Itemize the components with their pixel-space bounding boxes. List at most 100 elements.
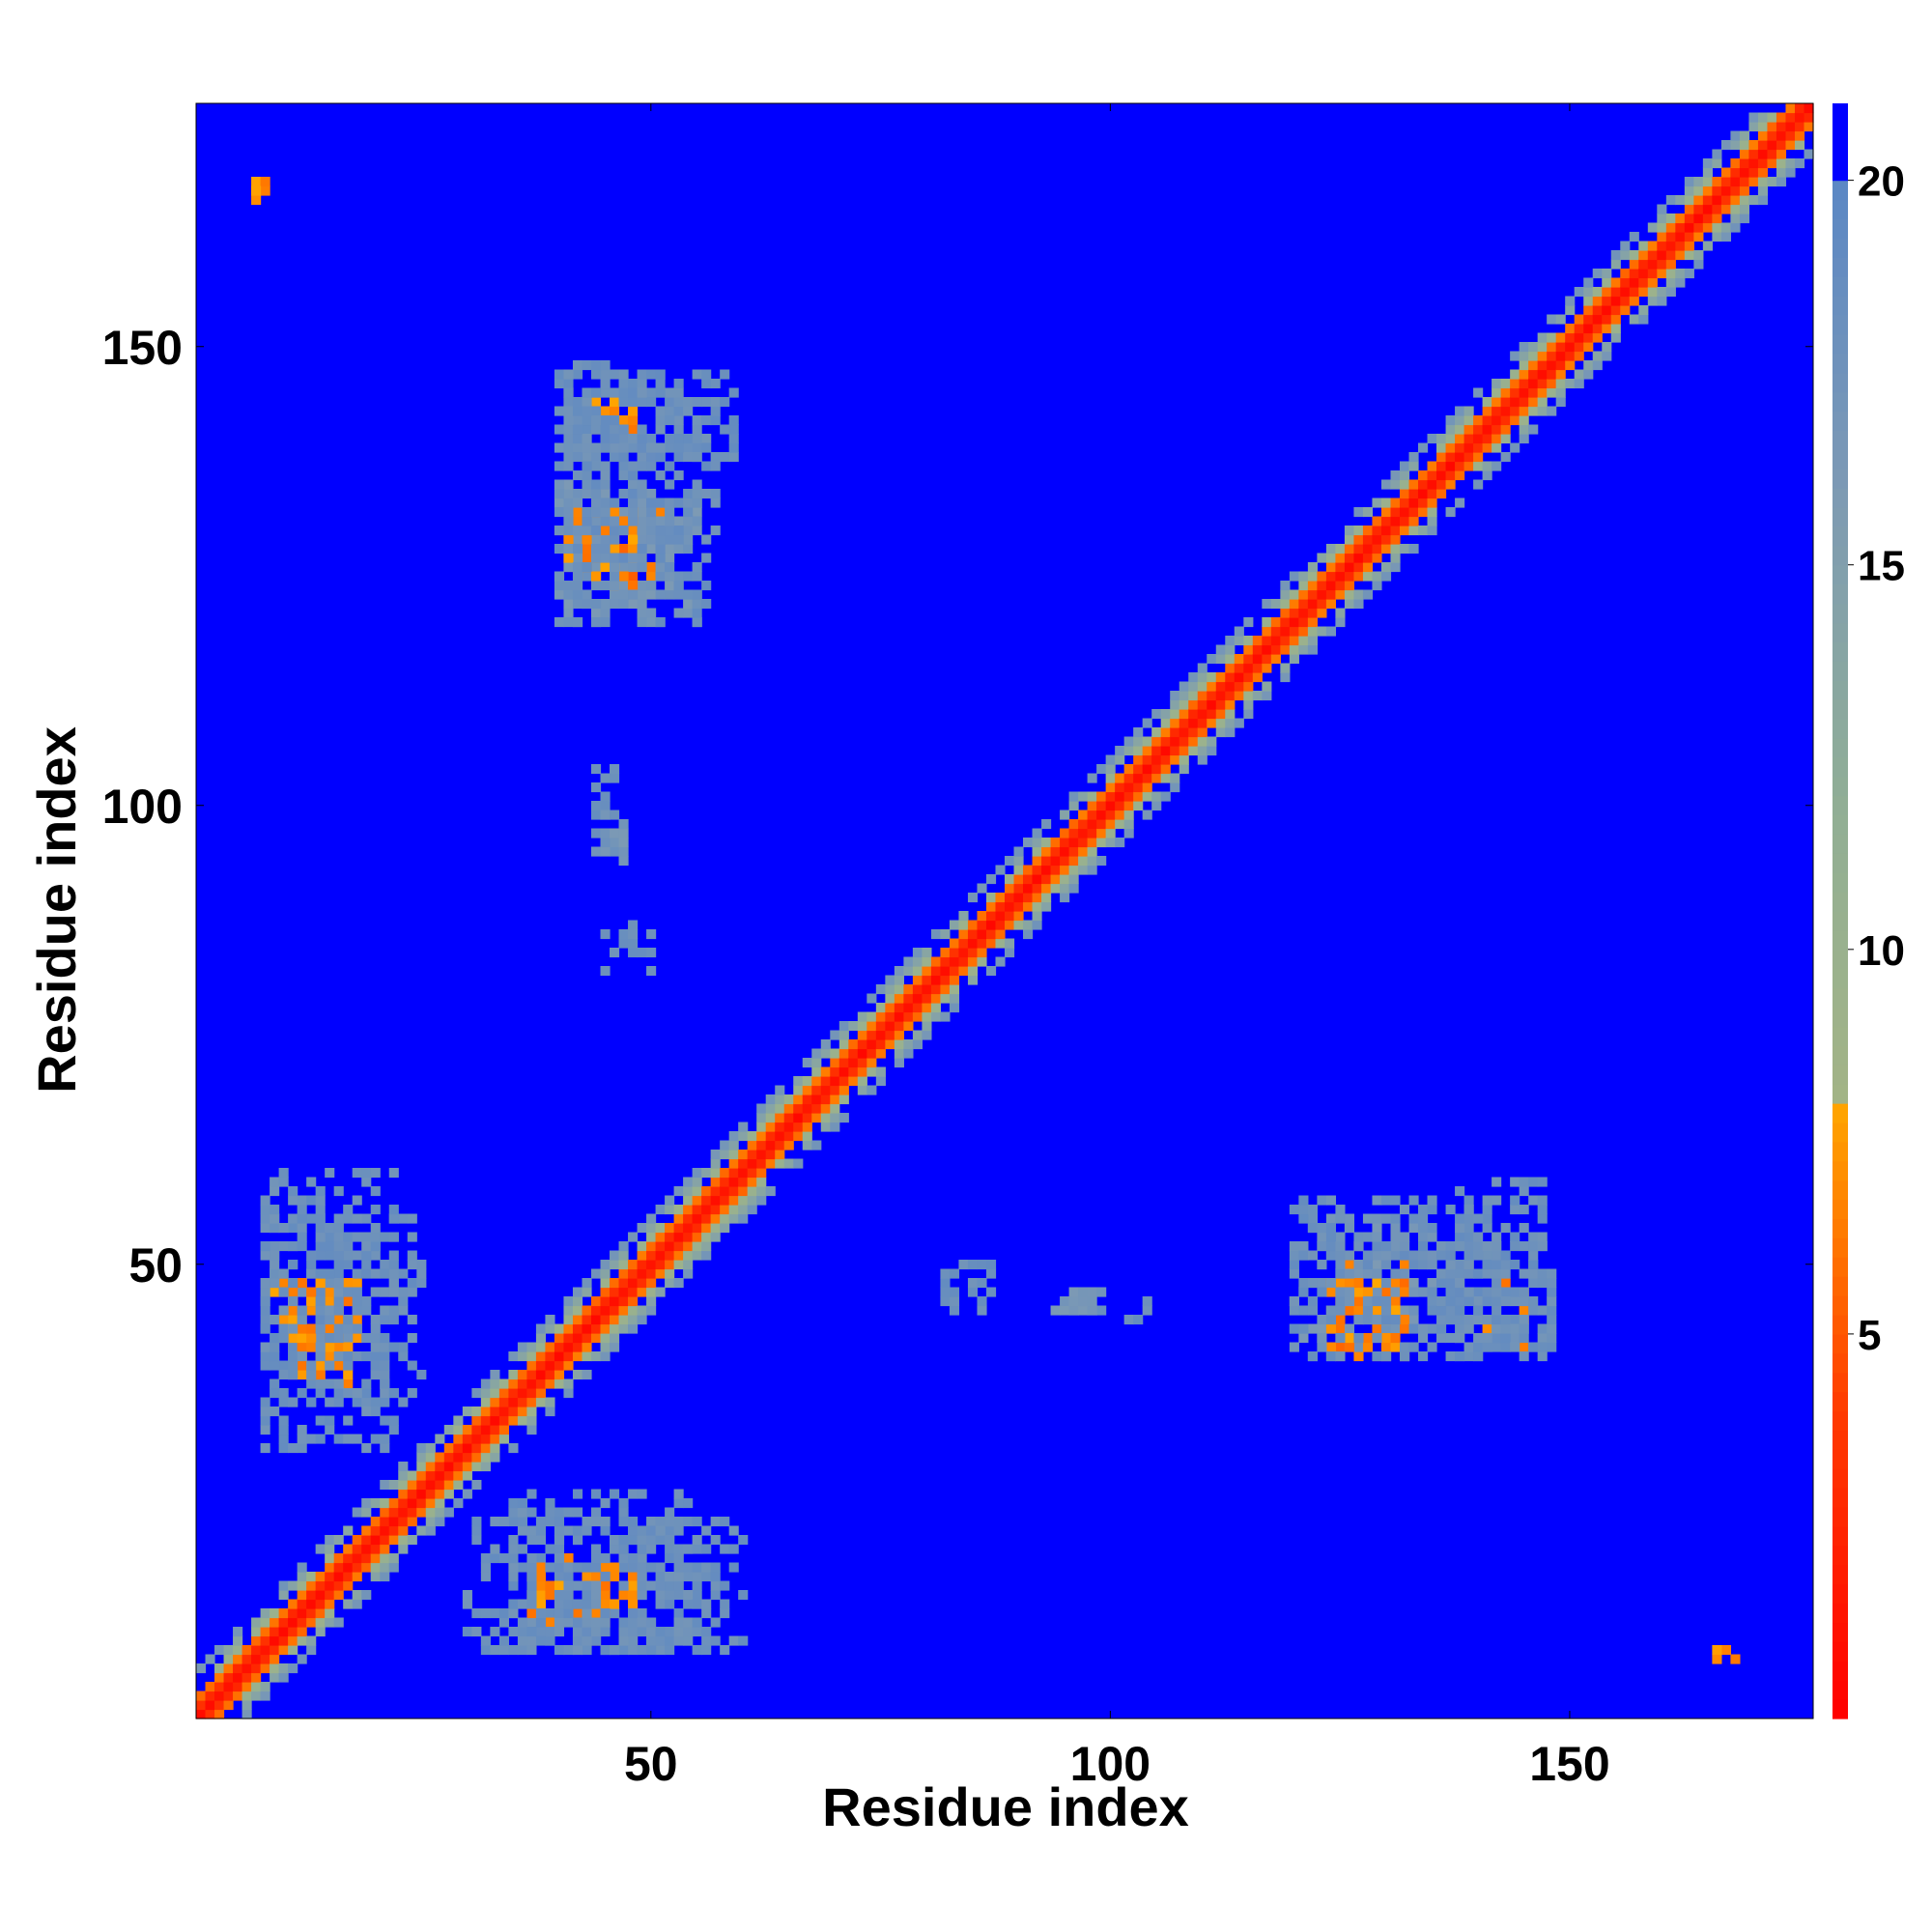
heatmap-cell: [1317, 1223, 1327, 1234]
heatmap-cell: [315, 1241, 326, 1252]
heatmap-cell: [1390, 516, 1401, 526]
heatmap-cell: [683, 608, 694, 618]
heatmap-cell: [600, 1572, 611, 1582]
heatmap-cell: [498, 1397, 509, 1407]
heatmap-cell: [223, 1654, 234, 1664]
heatmap-cell: [1436, 1315, 1447, 1325]
heatmap-cell: [1207, 699, 1217, 710]
heatmap-cell: [1776, 149, 1787, 159]
heatmap-cell: [443, 1452, 454, 1463]
heatmap-cell: [1096, 1305, 1107, 1316]
heatmap-cell: [967, 920, 979, 930]
heatmap-cell: [1445, 442, 1456, 453]
heatmap-cell: [1215, 718, 1226, 728]
heatmap-cell: [582, 1333, 592, 1344]
heatmap-cell: [545, 1406, 555, 1417]
heatmap-cell: [1547, 1305, 1557, 1316]
heatmap-cell: [728, 452, 739, 463]
heatmap-cell: [692, 424, 702, 435]
heatmap-cell: [628, 1232, 639, 1242]
heatmap-cell: [416, 1462, 427, 1472]
heatmap-cell: [1463, 442, 1474, 453]
heatmap-cell: [628, 1553, 639, 1564]
heatmap-cell: [1353, 1287, 1364, 1297]
heatmap-cell: [453, 1462, 464, 1472]
heatmap-cell: [563, 1342, 574, 1352]
heatmap-cell: [1380, 1250, 1392, 1261]
heatmap-cell: [508, 1517, 519, 1527]
heatmap-cell: [1041, 819, 1052, 830]
heatmap-cell: [517, 1397, 528, 1407]
heatmap-cell: [802, 1122, 812, 1132]
heatmap-cell: [673, 581, 684, 591]
heatmap-cell: [306, 1287, 317, 1297]
heatmap-cell: [1455, 1323, 1465, 1334]
heatmap-cell: [1252, 654, 1263, 665]
heatmap-cell: [278, 1305, 289, 1316]
heatmap-cell: [297, 1590, 307, 1601]
heatmap-cell: [995, 929, 1006, 940]
colorbar-band: [1833, 1084, 1848, 1104]
heatmap-cell: [1142, 746, 1152, 756]
heatmap-cell: [545, 1544, 555, 1554]
heatmap-cell: [1519, 406, 1529, 416]
heatmap-cell: [1519, 1351, 1529, 1362]
heatmap-cell: [637, 1535, 647, 1546]
colorbar-band: [1833, 1179, 1848, 1201]
heatmap-cell: [637, 608, 647, 618]
heatmap-cell: [1537, 1195, 1548, 1206]
heatmap-cell: [435, 1498, 445, 1509]
heatmap-cell: [1473, 1241, 1484, 1252]
heatmap-cell: [1445, 434, 1456, 444]
heatmap-cell: [756, 1113, 767, 1123]
heatmap-cell: [1372, 581, 1382, 591]
heatmap-cell: [618, 1562, 629, 1573]
heatmap-cell: [407, 1507, 417, 1518]
heatmap-cell: [912, 1030, 923, 1040]
heatmap-cell: [710, 1177, 721, 1187]
heatmap-cell: [260, 1425, 270, 1435]
heatmap-cell: [260, 1213, 270, 1224]
heatmap-cell: [380, 1517, 390, 1527]
heatmap-cell: [1492, 1296, 1502, 1307]
heatmap-cell: [278, 1580, 289, 1591]
heatmap-cell: [260, 1663, 270, 1674]
heatmap-cell: [398, 1489, 409, 1499]
heatmap-cell: [646, 617, 657, 628]
heatmap-cell: [388, 1517, 399, 1527]
heatmap-cell: [665, 479, 675, 490]
heatmap-cell: [692, 617, 702, 628]
heatmap-cell: [1492, 1278, 1502, 1289]
heatmap-cell: [637, 1562, 647, 1573]
heatmap-cell: [1362, 1250, 1374, 1261]
heatmap-cell: [1482, 1223, 1492, 1234]
heatmap-cell: [563, 1562, 574, 1573]
heatmap-cell: [1418, 497, 1429, 508]
heatmap-cell: [572, 1315, 583, 1325]
heatmap-cell: [1087, 773, 1097, 783]
heatmap-cell: [572, 369, 583, 380]
heatmap-cell: [655, 379, 666, 389]
heatmap-cell: [977, 956, 987, 967]
heatmap-cell: [977, 938, 987, 949]
colorbar-band: [1833, 1352, 1848, 1374]
heatmap-cell: [315, 1544, 326, 1554]
heatmap-cell: [343, 1323, 354, 1334]
heatmap-cell: [610, 1333, 620, 1344]
heatmap-cell: [600, 581, 611, 591]
heatmap-cell: [1785, 103, 1796, 114]
heatmap-cell: [1105, 764, 1116, 775]
heatmap-cell: [692, 397, 702, 408]
heatmap-cell: [333, 1572, 344, 1582]
heatmap-cell: [848, 1048, 859, 1059]
heatmap-cell: [498, 1406, 509, 1417]
heatmap-cell: [572, 1370, 583, 1380]
heatmap-cell: [388, 1315, 399, 1325]
heatmap-cell: [582, 470, 592, 481]
heatmap-cell: [590, 1553, 602, 1564]
heatmap-cell: [756, 1158, 767, 1169]
heatmap-cell: [398, 1213, 409, 1224]
heatmap-cell: [875, 1039, 886, 1050]
heatmap-cell: [508, 1535, 519, 1546]
heatmap-cell: [683, 434, 694, 444]
